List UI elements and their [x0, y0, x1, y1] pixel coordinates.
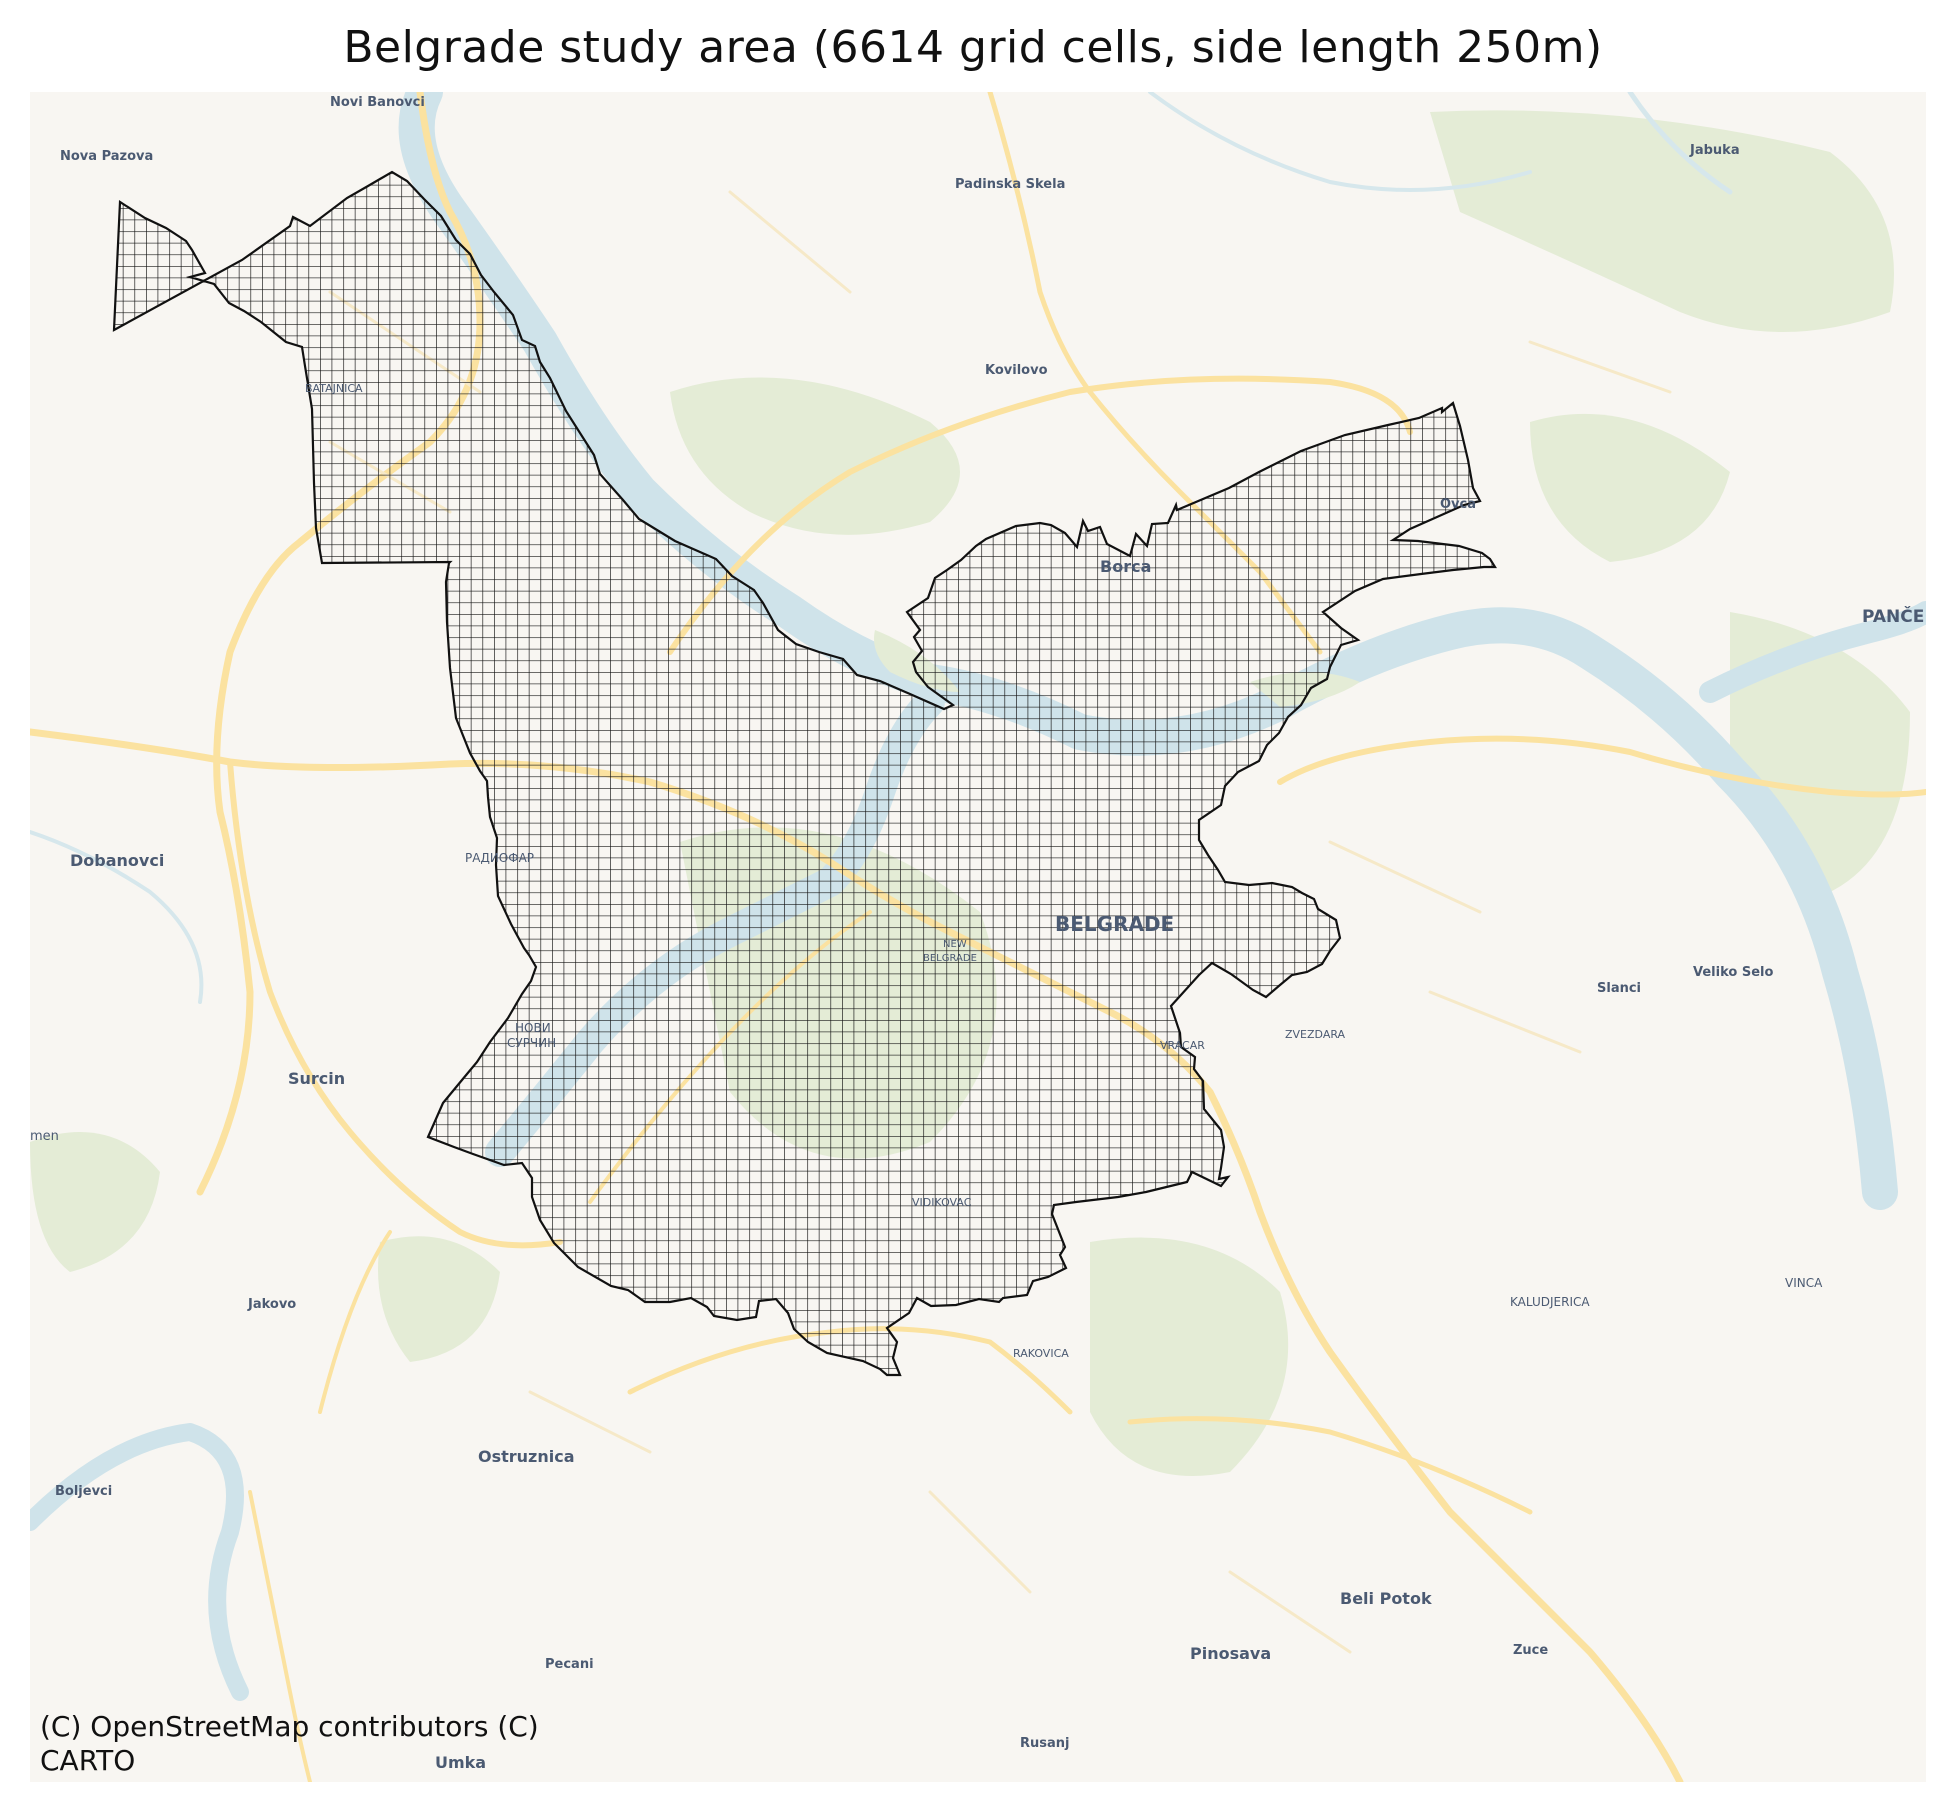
place-label-jabuka: Jabuka — [1689, 143, 1740, 158]
place-label-beli-potok: Beli Potok — [1340, 1589, 1432, 1608]
place-label-batajnica: BATAJNICA — [305, 382, 363, 395]
place-label-ostruznica: Ostruznica — [478, 1447, 575, 1466]
place-label-jakovo: Jakovo — [247, 1297, 296, 1312]
place-label-pinosava: Pinosava — [1190, 1644, 1271, 1663]
place-label-nova-pazova: Nova Pazova — [60, 149, 153, 164]
place-label-novi-surcin-1: НОВИ — [515, 1021, 551, 1035]
place-label-vinca: VINCA — [1785, 1276, 1823, 1290]
place-label-kaludjerica: KALUDJERICA — [1510, 1295, 1590, 1309]
map-title: Belgrade study area (6614 grid cells, si… — [343, 22, 1603, 73]
basemap-svg: Novi Banovci Nova Pazova Padinska Skela … — [30, 92, 1926, 1782]
place-label-veliko-selo: Veliko Selo — [1693, 965, 1773, 980]
place-label-dobanovci: Dobanovci — [70, 851, 164, 870]
place-label-surcin: Surcin — [288, 1069, 345, 1088]
place-label-kovilovo: Kovilovo — [985, 363, 1048, 378]
place-label-new-belgrade-2: BELGRADE — [923, 953, 977, 964]
place-label-radiofar: РАДИОФАР — [465, 851, 534, 865]
place-label-zvezdara: ZVEZDARA — [1285, 1028, 1346, 1041]
place-label-borca: Borca — [1100, 557, 1151, 576]
place-label-new-belgrade-1: NEW — [943, 939, 967, 950]
map-attribution: (C) OpenStreetMap contributors (C) CARTO — [40, 1710, 539, 1777]
place-label-vidikovac: VIDIKOVAC — [912, 1196, 972, 1209]
place-label-slanci: Slanci — [1597, 981, 1641, 996]
place-label-boljevci: Boljevci — [55, 1484, 112, 1499]
place-label-novi-surcin-2: СУРЧИН — [507, 1036, 556, 1050]
place-label-vracar: VRACAR — [1160, 1039, 1205, 1052]
place-label-belgrade: BELGRADE — [1055, 912, 1174, 936]
place-label-ovca: Ovca — [1440, 497, 1476, 512]
place-label-zemun: men — [30, 1129, 59, 1144]
place-label-rakovica: RAKOVICA — [1013, 1347, 1069, 1360]
place-label-pecani: Pecani — [545, 1657, 594, 1672]
place-label-umka: Umka — [435, 1753, 486, 1772]
place-label-rusanj: Rusanj — [1020, 1736, 1070, 1751]
place-labels: Novi Banovci Nova Pazova Padinska Skela … — [30, 95, 1924, 1772]
place-label-zuce: Zuce — [1513, 1643, 1548, 1658]
place-label-novi-banovci: Novi Banovci — [330, 95, 425, 110]
place-label-pancevo: PANČE — [1862, 605, 1924, 627]
map-canvas[interactable]: Novi Banovci Nova Pazova Padinska Skela … — [30, 92, 1926, 1782]
place-label-padinska-skela: Padinska Skela — [955, 177, 1065, 192]
